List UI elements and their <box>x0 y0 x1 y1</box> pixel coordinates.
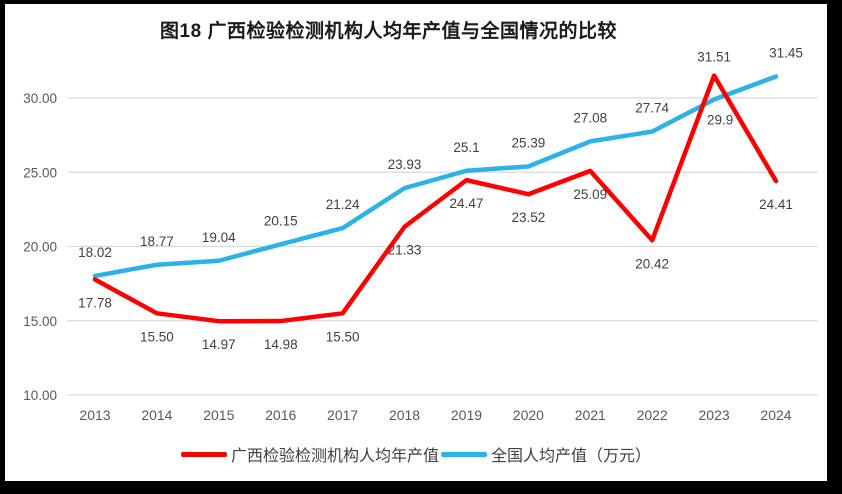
y-tick-label: 25.00 <box>23 165 57 180</box>
data-label: 14.97 <box>202 337 236 352</box>
legend: 广西检验检测机构人均年产值 全国人均产值（万元） <box>5 442 827 466</box>
x-tick-label: 2013 <box>79 407 110 423</box>
series-line-guangxi <box>92 73 779 324</box>
data-label: 21.33 <box>388 243 422 258</box>
x-tick-label: 2022 <box>637 407 668 423</box>
data-label: 18.02 <box>78 245 112 260</box>
data-label: 23.93 <box>388 157 422 172</box>
legend-label-guangxi: 广西检验检测机构人均年产值 <box>230 448 439 465</box>
legend-swatch-national-icon <box>441 451 487 457</box>
legend-swatch-guangxi-icon <box>180 451 227 457</box>
legend-item-national: 全国人均产值（万元） <box>441 442 651 466</box>
data-label: 23.52 <box>511 210 545 225</box>
x-tick-label: 2017 <box>327 407 358 423</box>
x-tick-label: 2015 <box>203 407 234 423</box>
data-label: 14.98 <box>264 337 298 352</box>
data-label: 20.42 <box>635 256 669 271</box>
data-label: 24.41 <box>759 197 793 212</box>
legend-label-national: 全国人均产值（万元） <box>491 448 652 465</box>
x-tick-label: 2021 <box>575 407 606 423</box>
data-label: 21.24 <box>326 197 360 212</box>
data-label: 31.51 <box>697 50 731 65</box>
data-label: 15.50 <box>326 329 360 344</box>
x-tick-label: 2020 <box>513 407 544 423</box>
x-tick-label: 2018 <box>389 407 420 423</box>
x-tick-label: 2014 <box>141 407 172 423</box>
data-label: 27.74 <box>635 101 669 116</box>
x-tick-label: 2023 <box>699 407 730 423</box>
data-label: 25.09 <box>573 187 607 202</box>
chart-title: 图18 广西检验检测机构人均年产值与全国情况的比较 <box>160 21 617 42</box>
data-label: 27.08 <box>573 110 607 125</box>
legend-item-guangxi: 广西检验检测机构人均年产值 <box>180 442 439 466</box>
data-label: 17.78 <box>78 295 112 310</box>
series-line-national <box>92 74 779 279</box>
x-tick-label: 2016 <box>265 407 296 423</box>
data-label: 29.9 <box>707 112 733 127</box>
data-label: 15.50 <box>140 329 174 344</box>
y-tick-label: 20.00 <box>23 240 57 255</box>
data-label: 24.47 <box>450 196 484 211</box>
data-label: 18.77 <box>140 234 174 249</box>
data-label: 20.15 <box>264 213 298 228</box>
data-label: 31.45 <box>769 45 803 60</box>
x-tick-label: 2019 <box>451 407 482 423</box>
y-tick-label: 10.00 <box>23 388 57 403</box>
x-tick-label: 2024 <box>760 407 791 423</box>
data-label: 19.04 <box>202 230 236 245</box>
data-label: 25.1 <box>453 140 479 155</box>
y-tick-label: 15.00 <box>23 314 57 329</box>
data-label: 25.39 <box>511 135 545 150</box>
y-tick-label: 30.00 <box>23 91 57 106</box>
